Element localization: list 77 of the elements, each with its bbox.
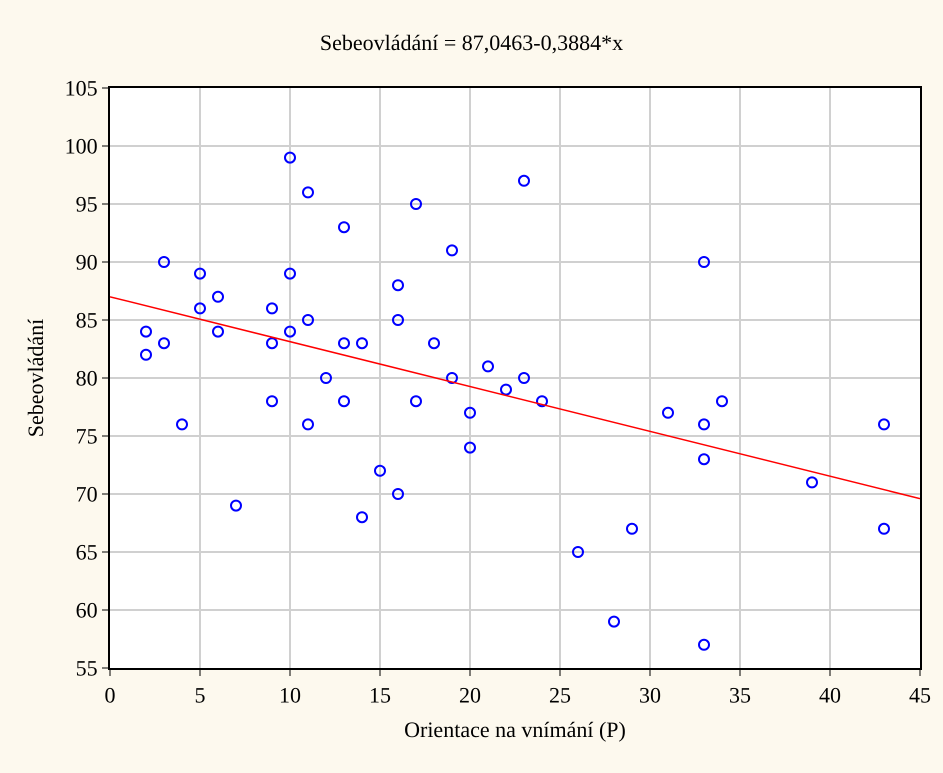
y-tick-label: 95: [76, 192, 98, 217]
y-tick-label: 105: [64, 76, 98, 101]
point: [266, 337, 278, 350]
point: [284, 152, 296, 164]
x-tick-label: 20: [459, 682, 481, 708]
point: [338, 395, 350, 408]
x-tick-label: 40: [819, 682, 841, 708]
point: [284, 268, 296, 280]
chart-title: Sebeovládání = 87,0463-0,3884*x: [320, 30, 624, 56]
point: [212, 326, 224, 338]
point: [392, 488, 404, 500]
point: [698, 256, 710, 268]
point: [194, 302, 206, 314]
point: [662, 406, 674, 419]
y-tick-label: 60: [76, 598, 98, 623]
point: [698, 418, 710, 430]
x-tick-label: 15: [369, 682, 391, 708]
point: [410, 198, 422, 210]
point: [338, 221, 350, 234]
point: [392, 314, 404, 326]
point: [464, 406, 476, 419]
point: [518, 372, 530, 384]
point: [194, 268, 206, 280]
point: [446, 244, 458, 256]
x-tick-label: 35: [729, 682, 751, 708]
point: [176, 418, 188, 430]
y-tick-label: 80: [76, 366, 98, 391]
point: [140, 348, 152, 361]
point: [464, 442, 476, 454]
point: [716, 395, 728, 408]
point: [302, 186, 314, 198]
point: [482, 360, 494, 372]
x-tick-label: 10: [279, 682, 301, 708]
x-axis-title: Orientace na vnímání (P): [404, 716, 626, 742]
point: [302, 418, 314, 430]
point: [374, 464, 386, 477]
point: [518, 174, 530, 187]
y-tick-label: 100: [64, 134, 98, 159]
y-tick-label: 85: [76, 308, 98, 333]
point: [878, 522, 890, 535]
point: [356, 511, 368, 524]
point: [302, 314, 314, 326]
y-tick-label: 90: [76, 250, 98, 275]
point: [806, 476, 818, 488]
point: [158, 256, 170, 268]
point: [500, 384, 512, 396]
x-tick-label: 0: [104, 682, 116, 708]
point: [608, 616, 620, 628]
point: [284, 326, 296, 338]
point: [212, 290, 224, 303]
x-tick-label: 5: [194, 682, 206, 708]
point: [140, 326, 152, 338]
y-tick-label: 70: [76, 482, 98, 507]
point: [320, 372, 332, 384]
point: [626, 522, 638, 535]
point: [536, 395, 548, 408]
y-axis-title: Sebeovládání: [22, 318, 48, 438]
x-tick-label: 25: [549, 682, 571, 708]
point: [158, 337, 170, 350]
y-tick-label: 75: [76, 424, 98, 449]
point: [266, 302, 278, 314]
point: [410, 395, 422, 408]
point: [338, 337, 350, 350]
x-tick-label: 30: [639, 682, 661, 708]
point: [428, 337, 440, 350]
point: [878, 418, 890, 430]
point: [698, 453, 710, 466]
point: [698, 638, 710, 651]
point: [266, 395, 278, 408]
point: [446, 372, 458, 384]
y-tick-label: 65: [76, 540, 98, 565]
point: [392, 279, 404, 292]
x-tick-label: 45: [909, 682, 931, 708]
point: [356, 337, 368, 350]
y-tick-label: 55: [76, 656, 98, 681]
point: [572, 546, 584, 558]
point: [230, 500, 242, 512]
